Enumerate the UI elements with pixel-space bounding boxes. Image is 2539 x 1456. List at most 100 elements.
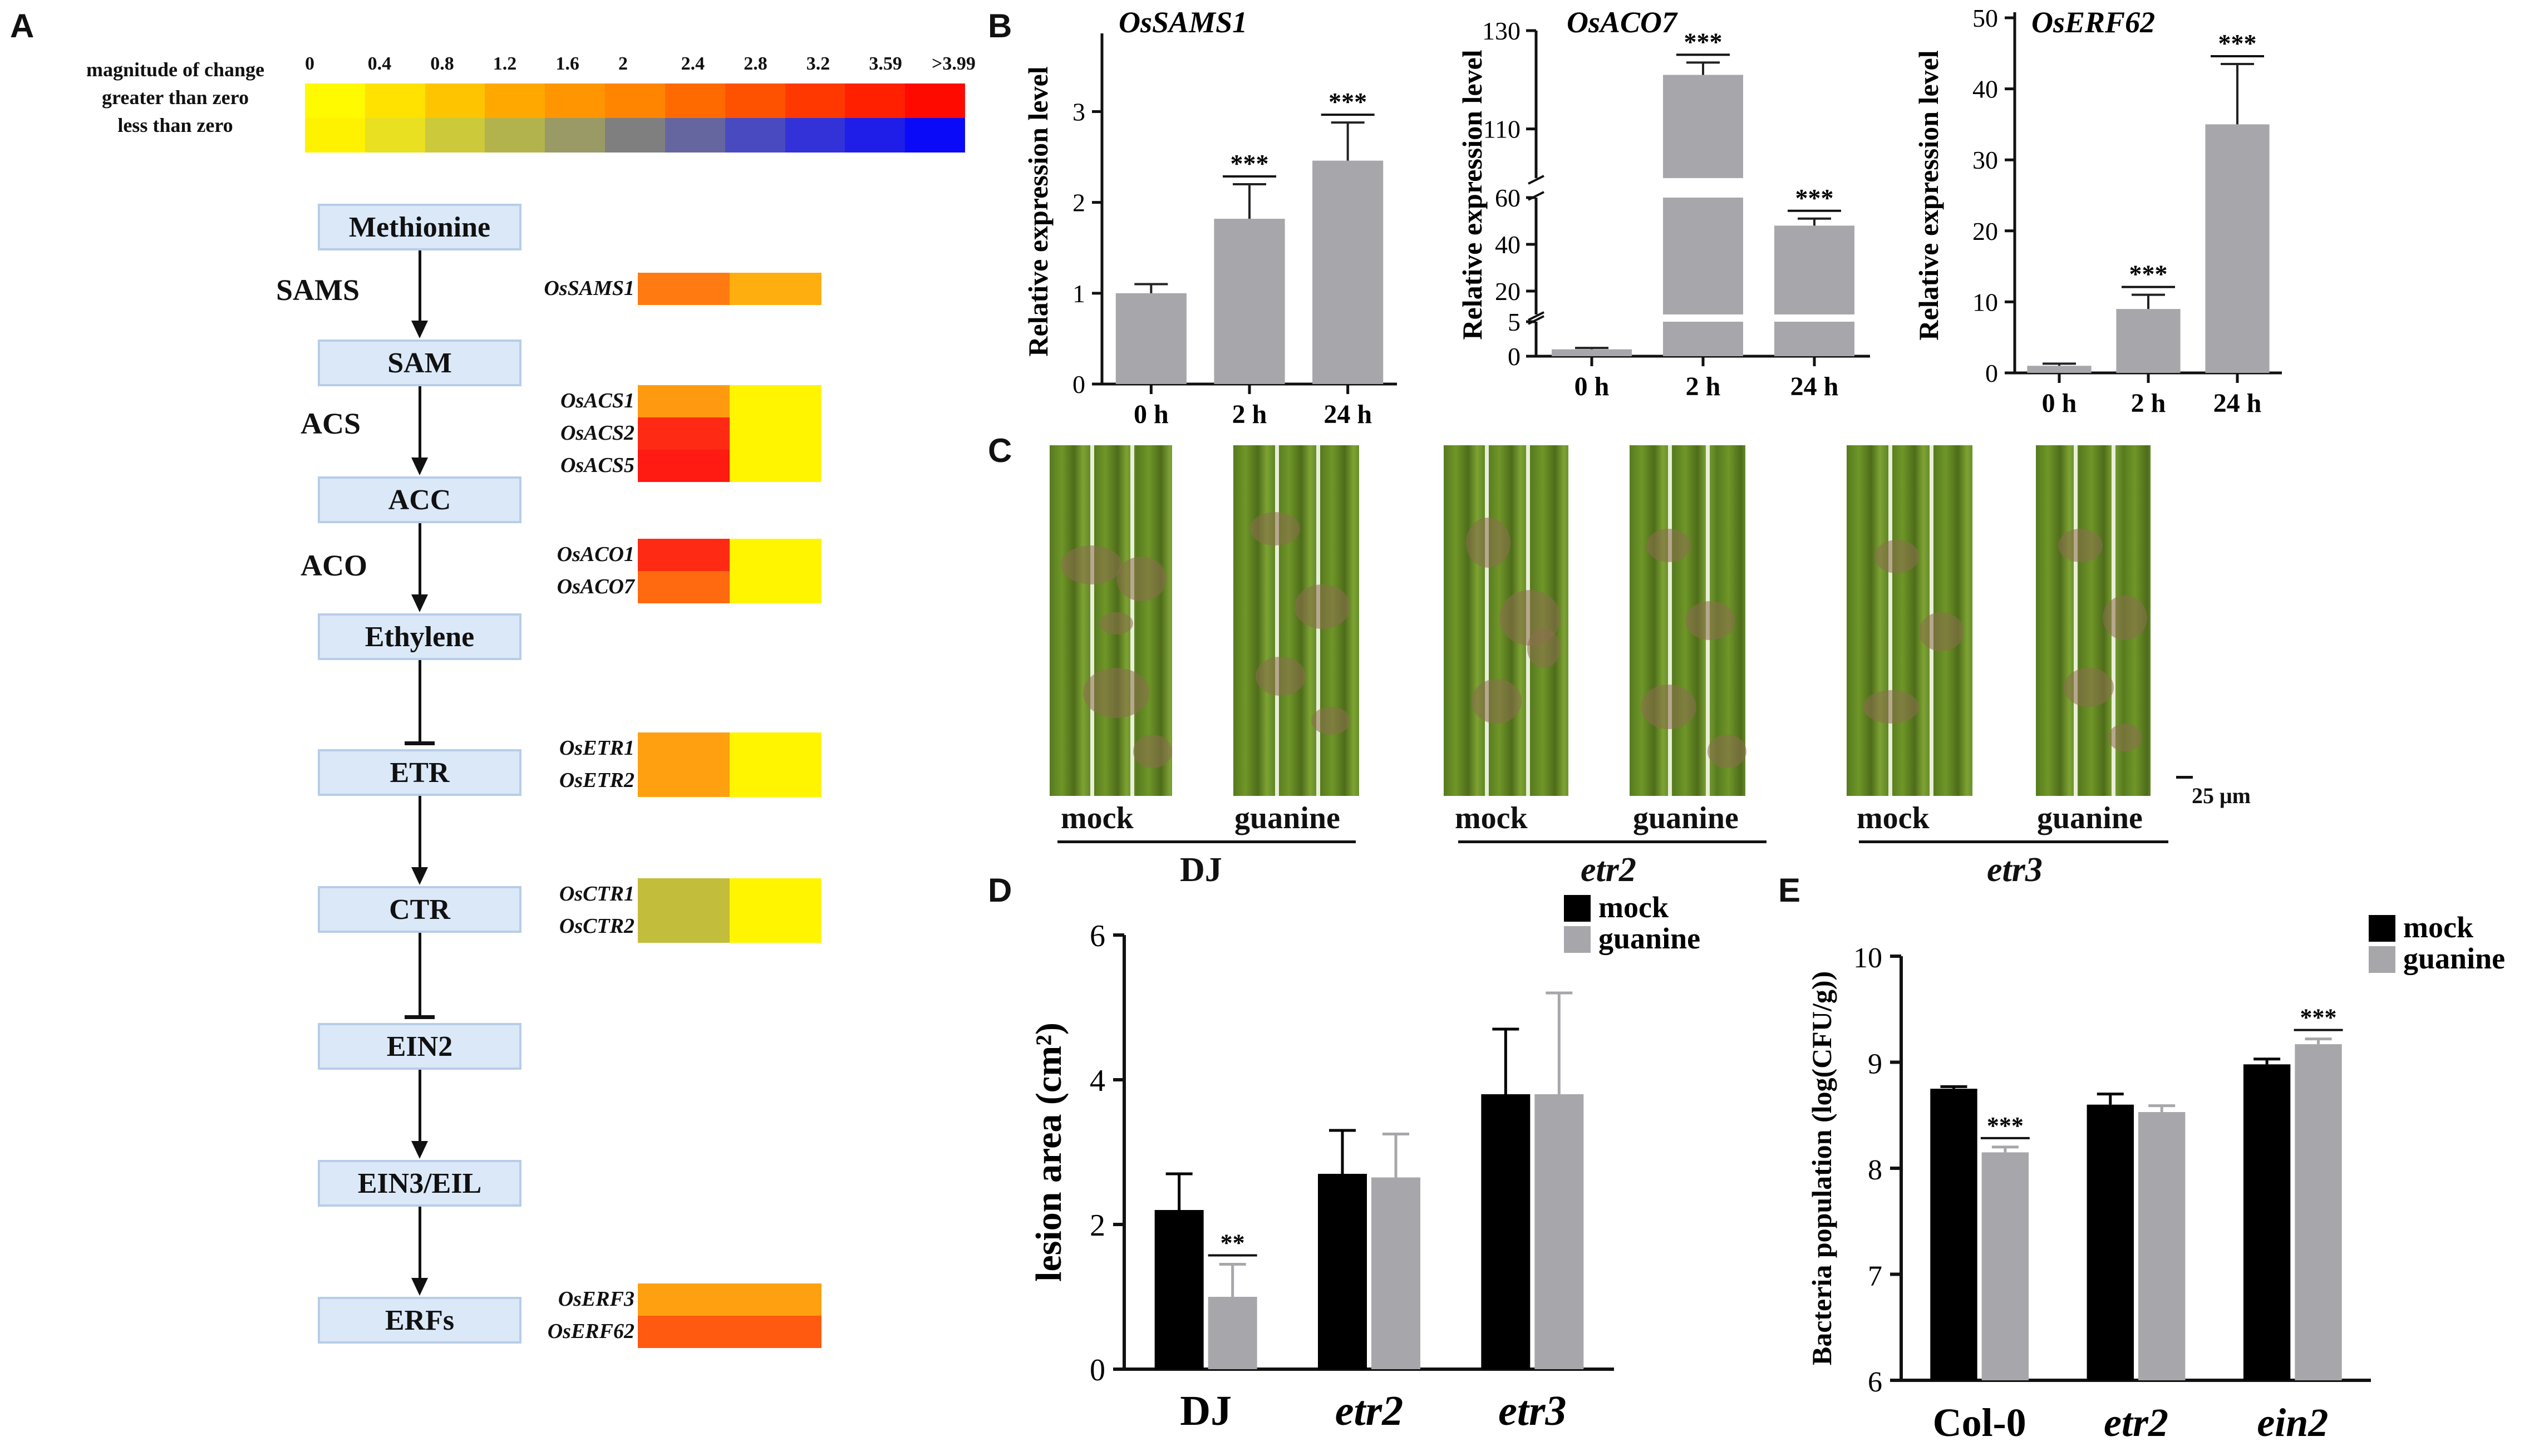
legend-scale-value: 0 xyxy=(305,53,314,74)
arrow-head-icon xyxy=(411,321,428,338)
heatmap-row xyxy=(638,450,821,482)
gene-label: OsCTR1 xyxy=(559,882,634,906)
heatmap-row xyxy=(638,1316,821,1348)
panel-label-d: D xyxy=(988,872,1012,909)
x-tick-label: 2 h xyxy=(1686,372,1721,401)
lesion-spot xyxy=(1641,685,1696,729)
y-axis-label: Relative expression level xyxy=(1022,66,1054,356)
lesion-spot xyxy=(1295,584,1350,629)
x-tick-label: ein2 xyxy=(2257,1400,2328,1445)
legend-scale-value: 0.8 xyxy=(430,53,454,74)
legend-scale-value: 1.6 xyxy=(555,53,579,74)
arrow-head-icon xyxy=(411,594,428,612)
heatmap-row xyxy=(638,417,821,450)
treatment-label: mock xyxy=(1455,801,1528,835)
lesion-spot xyxy=(1874,540,1919,573)
legend-color-swatch xyxy=(605,83,665,118)
heatmap-row xyxy=(638,765,821,797)
bar xyxy=(1774,322,1854,356)
heatmap-cell xyxy=(638,417,730,450)
pathway-node: Methionine xyxy=(318,204,521,250)
chart-title: OsACO7 xyxy=(1567,6,1678,39)
gene-label: OsACO7 xyxy=(557,575,634,598)
pathway-node: EIN2 xyxy=(318,1023,521,1070)
lesion-spot xyxy=(2103,596,2147,640)
chart-ossams1: OsSAMS1 0 1 2 3 Relative expression level 0 h 2… xyxy=(1022,6,1397,429)
axis-break-mark xyxy=(1528,175,1544,185)
significance-label: *** xyxy=(1684,27,1723,56)
legend-gradient-less xyxy=(305,118,965,153)
x-tick-label: etr2 xyxy=(2104,1400,2168,1445)
legend-color-swatch xyxy=(785,118,845,153)
lesion-spot xyxy=(1863,690,1919,724)
legend-color-swatch xyxy=(905,118,965,153)
lesion-spot xyxy=(1061,545,1122,584)
lesion-spot xyxy=(2058,529,2103,562)
legend-color-swatch xyxy=(785,83,845,118)
legend-scale-value: 2.4 xyxy=(681,53,705,74)
significance-label: *** xyxy=(2300,1004,2337,1031)
heatmap-block xyxy=(638,385,821,482)
y-tick-label: 10 xyxy=(1972,288,1998,316)
significance-label: *** xyxy=(1328,87,1367,116)
pathway-node: ERFs xyxy=(318,1297,521,1344)
x-tick-label: 24 h xyxy=(1790,372,1839,401)
bar xyxy=(2205,124,2270,373)
gene-label: OsETR1 xyxy=(559,736,634,760)
leaf-photo xyxy=(1233,445,1359,796)
legend-color-swatch xyxy=(365,118,425,153)
lesion-spot xyxy=(2108,724,2142,751)
lesion-spot xyxy=(1116,557,1167,601)
pathway-node: EIN3/EIL xyxy=(318,1160,521,1207)
bar xyxy=(2243,1064,2291,1380)
inhibition-line xyxy=(419,933,421,1017)
legend-color-swatch xyxy=(365,83,425,118)
legend-swatch xyxy=(1564,895,1591,922)
bar xyxy=(1481,1094,1531,1369)
heatmap-cell xyxy=(638,273,730,305)
group-underline xyxy=(1458,840,1767,843)
heatmap-cell xyxy=(730,539,821,571)
bar xyxy=(1930,1089,1977,1380)
group-underline xyxy=(1859,840,2168,843)
lesion-spot xyxy=(1708,735,1746,768)
chart-lesion-area: 0 2 4 6 lesion area (cm²) ** DJ etr2 etr3 mockgua… xyxy=(1029,891,1700,1434)
lesion-spot xyxy=(1133,735,1172,768)
lesion-spot xyxy=(1466,518,1510,568)
legend-scale-value: 3.59 xyxy=(869,53,902,74)
y-tick-label: 50 xyxy=(1972,4,1998,32)
significance-label: *** xyxy=(2218,29,2257,57)
leaf-separator xyxy=(1090,445,1094,796)
legend-title: magnitude of change xyxy=(86,58,264,81)
leaf-photo xyxy=(1444,445,1568,796)
group-label: etr2 xyxy=(1581,851,1636,889)
x-tick-label: 2 h xyxy=(1232,400,1267,429)
heatmap-cell xyxy=(638,732,730,765)
legend-color-swatch xyxy=(725,118,785,153)
y-tick-label: 20 xyxy=(1495,277,1521,306)
treatment-label: mock xyxy=(1061,801,1134,835)
heatmap-cell xyxy=(730,273,821,305)
bar xyxy=(2295,1044,2342,1380)
arrow-line xyxy=(419,250,421,323)
y-tick-label: 20 xyxy=(1972,217,1998,245)
y-axis-label: Relative expression level xyxy=(1457,50,1488,340)
x-tick-label: DJ xyxy=(1180,1388,1232,1434)
enzyme-label: ACO xyxy=(301,549,367,582)
group-label: DJ xyxy=(1180,851,1222,889)
pathway-node: ACC xyxy=(318,476,521,523)
y-tick-label: 5 xyxy=(1508,308,1521,336)
heatmap-row xyxy=(638,539,821,571)
heatmap-cell xyxy=(638,571,730,603)
legend-color-swatch xyxy=(905,83,965,118)
gene-label: OsACO1 xyxy=(557,543,634,566)
y-tick-label: 9 xyxy=(1868,1049,1882,1080)
y-tick-label: 6 xyxy=(1868,1366,1882,1398)
legend-label: mock xyxy=(2403,911,2473,944)
pathway-node: CTR xyxy=(318,886,521,933)
inhibition-line xyxy=(419,660,421,744)
gene-label: OsSAMS1 xyxy=(544,277,634,300)
y-tick-label: 2 xyxy=(1090,1208,1105,1243)
leaf-separator xyxy=(1668,445,1672,796)
legend-color-swatch xyxy=(305,83,365,118)
